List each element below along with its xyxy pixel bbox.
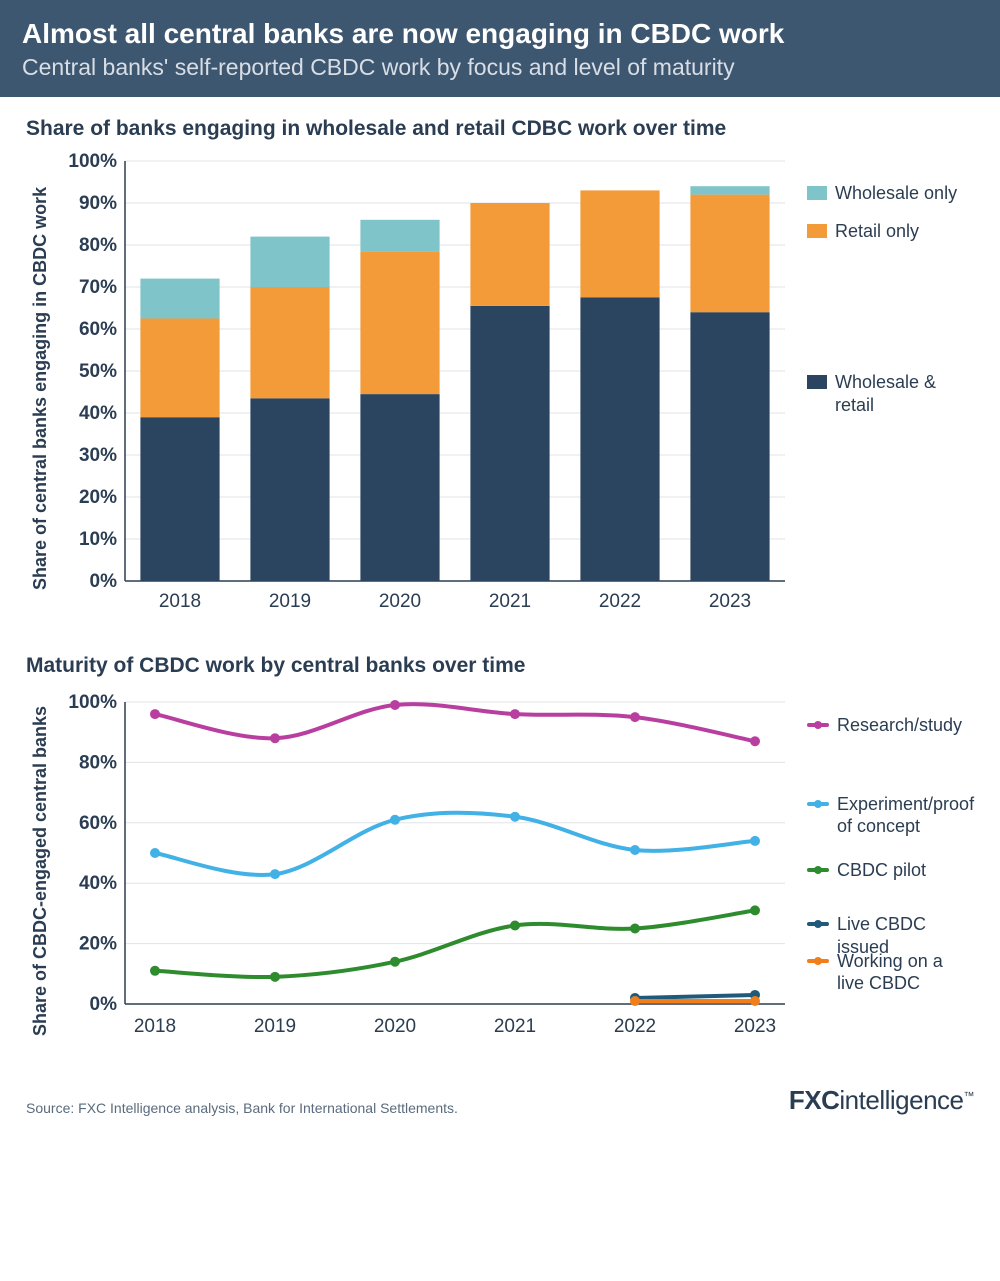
- svg-text:2021: 2021: [494, 1016, 536, 1037]
- svg-text:2019: 2019: [269, 591, 311, 612]
- svg-text:2020: 2020: [374, 1016, 416, 1037]
- svg-text:2023: 2023: [709, 591, 751, 612]
- chart1-title: Share of banks engaging in wholesale and…: [26, 117, 974, 141]
- chart1-svg: 0% 10% 20% 30% 40% 50% 60% 70% 80% 90% 100% 2018 201…: [55, 151, 795, 621]
- legend-swatch: [807, 224, 827, 238]
- legend-line-swatch: [807, 723, 829, 727]
- chart1-legend-item: Wholesale only: [807, 182, 957, 205]
- svg-text:2019: 2019: [254, 1016, 296, 1037]
- svg-text:100%: 100%: [68, 692, 117, 713]
- svg-text:2023: 2023: [734, 1016, 776, 1037]
- brand-suffix: intelligence: [839, 1085, 963, 1115]
- legend-label: Experiment/proof of concept: [837, 793, 974, 838]
- footer: Source: FXC Intelligence analysis, Bank …: [0, 1067, 1000, 1136]
- svg-text:40%: 40%: [79, 403, 117, 424]
- brand-logo: FXCintelligence™: [789, 1085, 974, 1116]
- svg-text:2020: 2020: [379, 591, 421, 612]
- chart2-row: Share of CBDC-engaged central banks 0% 20…: [26, 688, 974, 1053]
- svg-text:20%: 20%: [79, 487, 117, 508]
- svg-text:0%: 0%: [90, 571, 118, 592]
- chart2-legend-item: CBDC pilot: [807, 859, 926, 882]
- svg-text:90%: 90%: [79, 193, 117, 214]
- svg-text:20%: 20%: [79, 934, 117, 955]
- brand-prefix: FXC: [789, 1085, 840, 1115]
- charts-container: Share of banks engaging in wholesale and…: [0, 97, 1000, 1067]
- svg-text:2018: 2018: [159, 591, 201, 612]
- svg-text:100%: 100%: [68, 151, 117, 172]
- svg-text:60%: 60%: [79, 319, 117, 340]
- source-text: Source: FXC Intelligence analysis, Bank …: [26, 1100, 458, 1116]
- legend-line-swatch: [807, 802, 829, 806]
- main-title: Almost all central banks are now engagin…: [22, 18, 978, 50]
- chart2-plot: 0% 20% 40% 60% 80% 100% 2018 2019 2020 2021 2022 20…: [55, 688, 795, 1053]
- chart1-legend: Wholesale only Retail only Wholesale & ret…: [795, 151, 974, 621]
- legend-line-swatch: [807, 959, 829, 963]
- chart2-y-label: Share of CBDC-engaged central banks: [26, 688, 55, 1053]
- chart2-title: Maturity of CBDC work by central banks o…: [26, 654, 974, 678]
- legend-swatch: [807, 186, 827, 200]
- legend-label: Research/study: [837, 714, 962, 737]
- chart2-legend-item: Working on a live CBDC: [807, 950, 974, 995]
- legend-label: Retail only: [835, 220, 919, 243]
- svg-text:2022: 2022: [599, 591, 641, 612]
- svg-text:40%: 40%: [79, 873, 117, 894]
- legend-label: Wholesale only: [835, 182, 957, 205]
- chart2-legend-item: Experiment/proof of concept: [807, 793, 974, 838]
- svg-text:2022: 2022: [614, 1016, 656, 1037]
- svg-text:80%: 80%: [79, 752, 117, 773]
- svg-text:10%: 10%: [79, 529, 117, 550]
- chart1-row: Share of central banks engaging in CBDC …: [26, 151, 974, 626]
- legend-line-swatch: [807, 868, 829, 872]
- header-banner: Almost all central banks are now engagin…: [0, 0, 1000, 97]
- svg-text:50%: 50%: [79, 361, 117, 382]
- svg-text:80%: 80%: [79, 235, 117, 256]
- chart1-y-label: Share of central banks engaging in CBDC …: [26, 151, 55, 626]
- chart1-plot: 0% 10% 20% 30% 40% 50% 60% 70% 80% 90% 100% 2018 201…: [55, 151, 795, 626]
- legend-label: Wholesale & retail: [835, 371, 974, 416]
- svg-text:30%: 30%: [79, 445, 117, 466]
- chart1-legend-item: Retail only: [807, 220, 919, 243]
- chart2-legend-item: Research/study: [807, 714, 962, 737]
- svg-text:2018: 2018: [134, 1016, 176, 1037]
- svg-text:0%: 0%: [90, 994, 118, 1015]
- svg-text:2021: 2021: [489, 591, 531, 612]
- legend-line-swatch: [807, 922, 829, 926]
- svg-text:60%: 60%: [79, 813, 117, 834]
- legend-label: Working on a live CBDC: [837, 950, 974, 995]
- legend-label: CBDC pilot: [837, 859, 926, 882]
- chart2-legend: Research/study Experiment/proof of concep…: [795, 688, 974, 1048]
- legend-swatch: [807, 375, 827, 389]
- chart2-svg: 0% 20% 40% 60% 80% 100% 2018 2019 2020 2021 2022 20…: [55, 688, 795, 1048]
- svg-text:70%: 70%: [79, 277, 117, 298]
- subtitle: Central banks' self-reported CBDC work b…: [22, 54, 978, 81]
- chart1-legend-item: Wholesale & retail: [807, 371, 974, 416]
